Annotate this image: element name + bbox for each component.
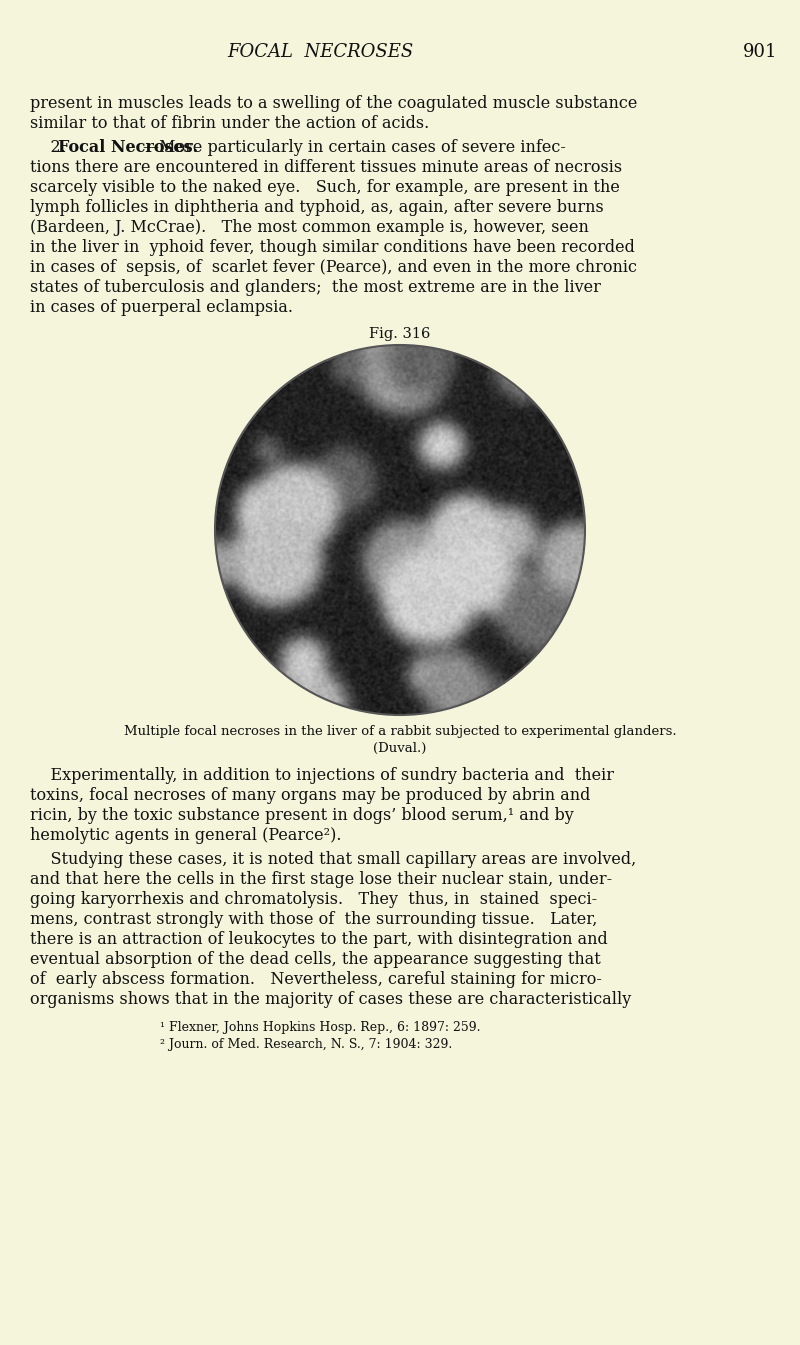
Text: ² Journ. of Med. Research, N. S., 7: 1904: 329.: ² Journ. of Med. Research, N. S., 7: 190… [160,1038,452,1050]
Text: eventual absorption of the dead cells, the appearance suggesting that: eventual absorption of the dead cells, t… [30,951,601,968]
Text: there is an attraction of leukocytes to the part, with disintegration and: there is an attraction of leukocytes to … [30,931,608,948]
Text: going karyorrhexis and chromatolysis.   They  thus, in  stained  speci-: going karyorrhexis and chromatolysis. Th… [30,890,597,908]
Text: in cases of puerperal eclampsia.: in cases of puerperal eclampsia. [30,299,293,316]
Text: (Bardeen, J. McCrae).   The most common example is, however, seen: (Bardeen, J. McCrae). The most common ex… [30,219,589,235]
Text: Multiple focal necroses in the liver of a rabbit subjected to experimental gland: Multiple focal necroses in the liver of … [124,725,676,738]
Text: Experimentally, in addition to injections of sundry bacteria and  their: Experimentally, in addition to injection… [30,767,614,784]
Text: organisms shows that in the majority of cases these are characteristically: organisms shows that in the majority of … [30,991,631,1007]
Text: hemolytic agents in general (Pearce²).: hemolytic agents in general (Pearce²). [30,827,342,845]
Text: 2.: 2. [30,139,71,156]
Text: lymph follicles in diphtheria and typhoid, as, again, after severe burns: lymph follicles in diphtheria and typhoi… [30,199,604,217]
Text: similar to that of fibrin under the action of acids.: similar to that of fibrin under the acti… [30,116,430,132]
Text: ricin, by the toxic substance present in dogs’ blood serum,¹ and by: ricin, by the toxic substance present in… [30,807,574,824]
Text: mens, contrast strongly with those of  the surrounding tissue.   Later,: mens, contrast strongly with those of th… [30,911,598,928]
Text: Fig. 316: Fig. 316 [370,327,430,342]
Text: FOCAL  NECROSES: FOCAL NECROSES [227,43,413,61]
Text: ¹ Flexner, Johns Hopkins Hosp. Rep., 6: 1897: 259.: ¹ Flexner, Johns Hopkins Hosp. Rep., 6: … [160,1021,481,1034]
Text: Studying these cases, it is noted that small capillary areas are involved,: Studying these cases, it is noted that s… [30,851,636,868]
Text: of  early abscess formation.   Nevertheless, careful staining for micro-: of early abscess formation. Nevertheless… [30,971,602,989]
Text: in the liver in  yphoid fever, though similar conditions have been recorded: in the liver in yphoid fever, though sim… [30,239,635,256]
Text: (Duval.): (Duval.) [374,742,426,755]
Text: Focal Necroses.: Focal Necroses. [58,139,198,156]
Text: present in muscles leads to a swelling of the coagulated muscle substance: present in muscles leads to a swelling o… [30,95,638,112]
Text: toxins, focal necroses of many organs may be produced by abrin and: toxins, focal necroses of many organs ma… [30,787,590,804]
Text: and that here the cells in the first stage lose their nuclear stain, under-: and that here the cells in the first sta… [30,872,612,888]
Text: —More particularly in certain cases of severe infec-: —More particularly in certain cases of s… [143,139,566,156]
Text: 901: 901 [742,43,778,61]
Text: scarcely visible to the naked eye.   Such, for example, are present in the: scarcely visible to the naked eye. Such,… [30,179,620,196]
Text: in cases of  sepsis, of  scarlet fever (Pearce), and even in the more chronic: in cases of sepsis, of scarlet fever (Pe… [30,260,637,276]
Text: tions there are encountered in different tissues minute areas of necrosis: tions there are encountered in different… [30,159,622,176]
Text: states of tuberculosis and glanders;  the most extreme are in the liver: states of tuberculosis and glanders; the… [30,278,601,296]
